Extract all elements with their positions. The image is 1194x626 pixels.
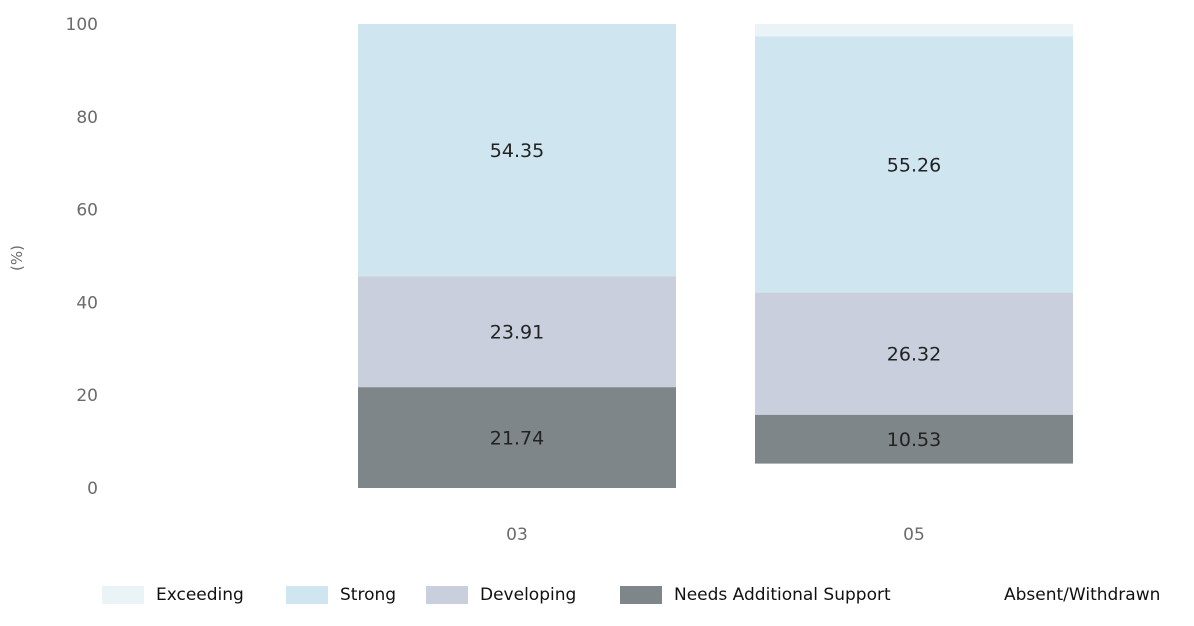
plot-area: 21.74 23.91 54.35 10.53 26.32 55.26	[358, 24, 1073, 488]
legend-swatch	[102, 586, 144, 604]
bar-segment-0-3	[358, 24, 676, 277]
bar-segment-1-1	[755, 414, 1073, 464]
bar-segment-0-2	[358, 276, 676, 388]
y-tick-label: 80	[76, 108, 98, 128]
y-axis: 0 20 40 60 80 100	[66, 15, 98, 499]
bar-data-label: 26.32	[887, 344, 941, 366]
bar-data-label: 21.74	[490, 428, 544, 450]
bar-segment-1-0	[755, 463, 1073, 488]
bar-segment-1-4	[755, 24, 1073, 37]
legend-item-label: Needs Additional Support	[674, 585, 891, 605]
y-tick-label: 60	[76, 201, 98, 221]
y-axis-title: (%)	[8, 245, 26, 271]
y-tick-label: 40	[76, 293, 98, 313]
legend-item-label: Absent/Withdrawn	[1004, 585, 1160, 605]
y-tick-label: 100	[66, 15, 98, 35]
x-axis: 03 05	[506, 525, 925, 545]
bar-segment-0-1	[358, 387, 676, 488]
bar-segment-1-2	[755, 292, 1073, 415]
bar-data-label: 23.91	[490, 322, 544, 344]
bar-data-label: 54.35	[490, 140, 544, 162]
legend: Exceeding Strong Developing Needs Additiona…	[102, 585, 1160, 605]
legend-item-label: Developing	[480, 585, 576, 605]
y-tick-label: 20	[76, 386, 98, 406]
legend-swatch	[620, 586, 662, 604]
bar-data-label: 10.53	[887, 429, 941, 451]
bar-segment-1-3	[755, 36, 1073, 293]
bar-data-label: 55.26	[887, 154, 941, 176]
x-tick-label: 05	[903, 525, 925, 545]
x-tick-label: 03	[506, 525, 528, 545]
legend-item-label: Strong	[340, 585, 396, 605]
legend-swatch	[426, 586, 468, 604]
y-tick-label: 0	[87, 479, 98, 499]
legend-swatch	[286, 586, 328, 604]
legend-item-label: Exceeding	[156, 585, 244, 605]
